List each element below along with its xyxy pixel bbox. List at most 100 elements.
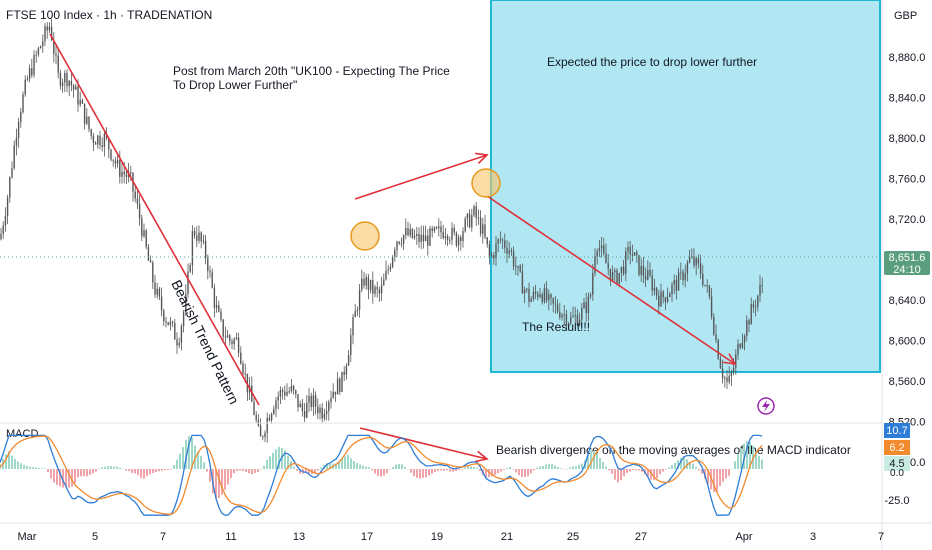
candle-body bbox=[651, 275, 653, 291]
macd-histogram-bar bbox=[623, 469, 625, 477]
macd-histogram-bar bbox=[137, 469, 139, 476]
price-candles bbox=[0, 19, 763, 443]
candle-body bbox=[561, 314, 563, 318]
candle-body bbox=[231, 340, 233, 344]
time-tick-label: 5 bbox=[92, 531, 98, 543]
macd-histogram-bar bbox=[434, 469, 436, 472]
candle-body bbox=[46, 26, 48, 31]
candle-body bbox=[517, 265, 519, 268]
candle-body bbox=[383, 279, 385, 286]
candle-body bbox=[587, 296, 590, 314]
macd-histogram-bar bbox=[350, 458, 352, 469]
candle-body bbox=[728, 376, 730, 382]
candle-body bbox=[486, 237, 488, 245]
candle-body bbox=[554, 303, 557, 305]
candle-body bbox=[504, 240, 506, 248]
candle-body bbox=[55, 53, 57, 56]
candle-body bbox=[466, 213, 469, 219]
candle-body bbox=[532, 291, 535, 300]
macd-histogram-bar bbox=[560, 468, 562, 469]
macd-histogram-bar bbox=[305, 469, 307, 473]
time-tick-label: 7 bbox=[160, 531, 166, 543]
candle-body bbox=[306, 402, 308, 418]
candle-body bbox=[534, 291, 537, 294]
macd-histogram-bar bbox=[746, 441, 748, 469]
macd-histogram-bar bbox=[557, 466, 559, 469]
macd-histogram-bar bbox=[254, 469, 256, 473]
candle-body bbox=[218, 305, 220, 312]
macd-histogram-bar bbox=[209, 469, 211, 482]
price-tick-label: 8,880.0 bbox=[889, 52, 926, 64]
candle-body bbox=[578, 319, 581, 326]
candle-body bbox=[609, 268, 612, 281]
time-tick-label: 17 bbox=[361, 531, 373, 543]
macd-histogram-bar bbox=[545, 464, 547, 469]
candle-body bbox=[482, 224, 484, 234]
candle-body bbox=[638, 255, 640, 275]
macd-low-tick: -25.0 bbox=[884, 495, 909, 507]
macd-histogram-bar bbox=[356, 462, 358, 469]
candle-body bbox=[413, 236, 416, 238]
macd-histogram-bar bbox=[488, 469, 490, 478]
candle-body bbox=[53, 39, 55, 54]
candle-body bbox=[640, 265, 642, 275]
macd-histogram-bar bbox=[281, 448, 283, 469]
candle-body bbox=[427, 235, 429, 246]
candle-body bbox=[233, 339, 235, 344]
candle-body bbox=[574, 315, 576, 317]
time-axis[interactable]: Mar 5 7 11 13 17 19 21 25 27 Apr 3 7 bbox=[18, 531, 885, 543]
time-tick-label: 13 bbox=[293, 531, 305, 543]
macd-histogram-bar bbox=[173, 465, 175, 469]
candle-body bbox=[160, 296, 163, 311]
macd-histogram-bar bbox=[548, 463, 550, 469]
macd-histogram-bar bbox=[197, 451, 199, 469]
candle-body bbox=[411, 228, 414, 238]
lightning-icon[interactable] bbox=[757, 397, 775, 415]
candle-body bbox=[59, 72, 62, 86]
macd-histogram-bar bbox=[674, 462, 676, 469]
macd-histogram-bar bbox=[359, 464, 361, 469]
macd-histogram-bar bbox=[317, 469, 319, 471]
candle-body bbox=[110, 149, 112, 160]
macd-histogram-bar bbox=[272, 452, 274, 469]
macd-value: 10.7 bbox=[886, 425, 907, 437]
macd-histogram-bar bbox=[437, 469, 439, 472]
macd-line bbox=[0, 434, 763, 516]
macd-histogram-bar bbox=[260, 469, 262, 470]
candle-body bbox=[240, 352, 242, 364]
macd-histogram-bar bbox=[44, 468, 46, 469]
price-tick-label: 8,760.0 bbox=[889, 174, 926, 186]
candle-body bbox=[158, 288, 161, 297]
candle-body bbox=[620, 266, 623, 273]
macd-histogram-bar bbox=[761, 459, 763, 469]
macd-histogram-bar bbox=[587, 454, 589, 469]
candle-body bbox=[345, 365, 348, 375]
macd-histogram-bar bbox=[671, 465, 673, 469]
macd-histogram-bar bbox=[200, 455, 202, 469]
candle-body bbox=[68, 80, 70, 87]
candle-body bbox=[191, 231, 194, 266]
time-tick-label: Apr bbox=[735, 531, 752, 543]
price-tick-label: 8,840.0 bbox=[889, 93, 926, 105]
macd-histogram-bar bbox=[737, 453, 739, 469]
macd-histogram-bar bbox=[230, 469, 232, 479]
macd-histogram-bar bbox=[56, 469, 58, 485]
macd-histogram-bar bbox=[41, 468, 43, 469]
candle-body bbox=[180, 326, 183, 344]
macd-histogram-bar bbox=[653, 469, 655, 481]
divergence-arrow bbox=[359, 427, 488, 460]
macd-histogram-bar bbox=[263, 465, 265, 469]
candle-body bbox=[268, 417, 271, 421]
candle-body bbox=[314, 395, 317, 407]
candle-body bbox=[22, 94, 24, 113]
macd-histogram-bar bbox=[647, 469, 649, 477]
macd-histogram-bar bbox=[299, 469, 301, 474]
macd-histogram-bar bbox=[338, 461, 340, 469]
candle-body bbox=[237, 337, 240, 353]
candle-body bbox=[341, 371, 343, 393]
macd-histogram-bar bbox=[236, 469, 238, 472]
candle-body bbox=[653, 287, 656, 291]
candle-body bbox=[264, 432, 266, 437]
candle-body bbox=[473, 206, 475, 216]
